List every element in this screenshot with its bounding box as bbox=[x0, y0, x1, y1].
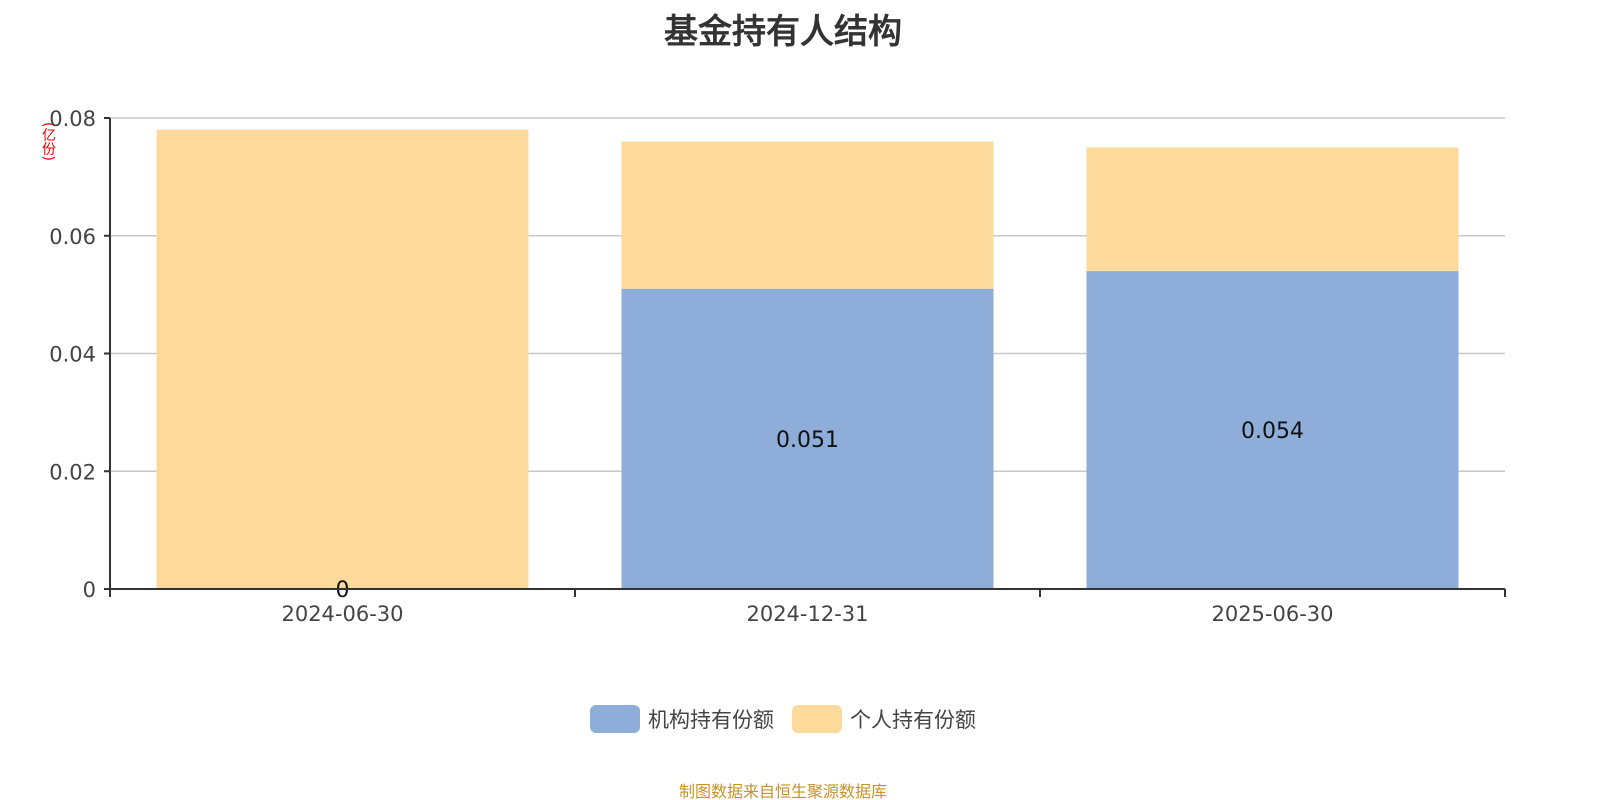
y-tick-label: 0.04 bbox=[49, 343, 96, 367]
chart-title: 基金持有人结构 bbox=[664, 12, 902, 52]
y-tick-label: 0.02 bbox=[49, 460, 96, 484]
bar-institutional bbox=[621, 288, 994, 589]
legend-swatch bbox=[590, 705, 640, 733]
legend-item-institutional[interactable]: 机构持有份额 bbox=[590, 704, 774, 734]
legend-label: 个人持有份额 bbox=[850, 708, 976, 732]
x-tick-label: 2025-06-30 bbox=[1211, 602, 1333, 626]
legend-label: 机构持有份额 bbox=[648, 708, 774, 732]
x-tick-label: 2024-06-30 bbox=[281, 602, 403, 626]
legend-swatch bbox=[792, 705, 842, 733]
source-note: 制图数据来自恒生聚源数据库 bbox=[678, 782, 887, 800]
bar-individual bbox=[156, 129, 529, 589]
bar-individual bbox=[621, 141, 994, 289]
data-label: 0.051 bbox=[776, 428, 839, 453]
x-tick-label: 2024-12-31 bbox=[746, 602, 868, 626]
y-axis-unit: (亿份) bbox=[40, 122, 56, 161]
y-tick-label: 0 bbox=[83, 578, 96, 602]
data-label: 0.054 bbox=[1241, 419, 1304, 444]
bar-individual bbox=[1086, 147, 1459, 272]
legend: 机构持有份额 个人持有份额 bbox=[0, 704, 1566, 734]
y-tick-label: 0.08 bbox=[49, 107, 96, 131]
legend-item-individual[interactable]: 个人持有份额 bbox=[792, 704, 976, 734]
y-tick-label: 0.06 bbox=[49, 225, 96, 249]
data-label: 0 bbox=[336, 578, 350, 603]
bar-institutional bbox=[1086, 271, 1459, 589]
